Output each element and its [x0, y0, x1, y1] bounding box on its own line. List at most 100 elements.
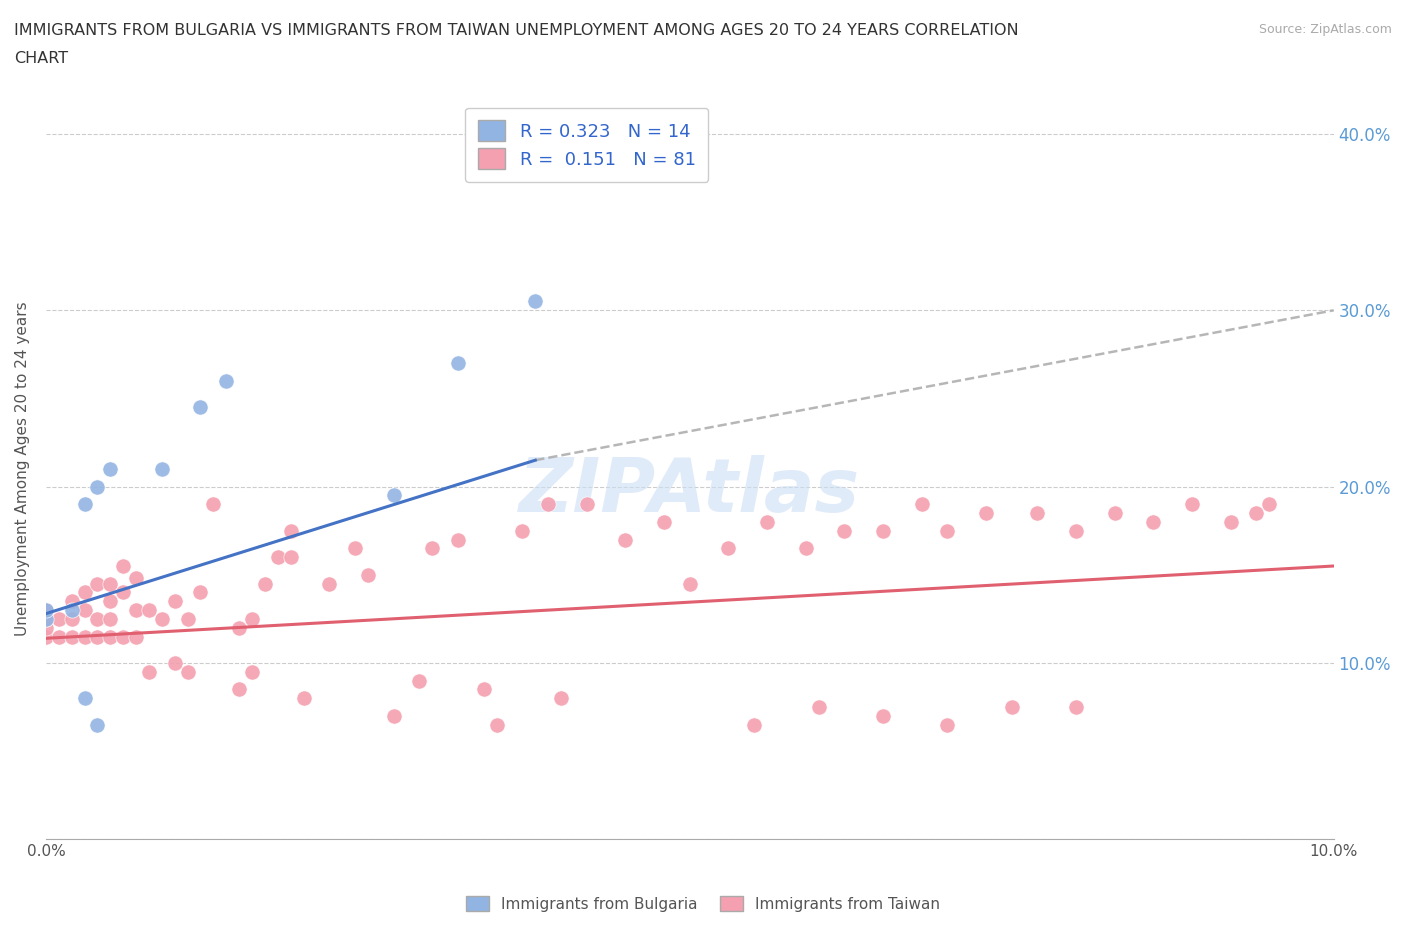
Point: [1026, 506, 1049, 521]
Point: [228, 682, 250, 697]
Point: [910, 497, 932, 512]
Point: [202, 497, 225, 512]
Point: [794, 541, 817, 556]
Point: [176, 664, 198, 679]
Point: [280, 550, 302, 565]
Point: [1258, 497, 1281, 512]
Point: [98, 611, 121, 626]
Point: [267, 550, 290, 565]
Point: [86, 611, 108, 626]
Point: [280, 524, 302, 538]
Point: [35, 620, 58, 635]
Point: [73, 497, 96, 512]
Point: [86, 629, 108, 644]
Point: [652, 514, 675, 529]
Point: [974, 506, 997, 521]
Point: [240, 611, 263, 626]
Point: [98, 594, 121, 609]
Point: [936, 524, 959, 538]
Legend: Immigrants from Bulgaria, Immigrants from Taiwan: Immigrants from Bulgaria, Immigrants fro…: [460, 889, 946, 918]
Point: [98, 461, 121, 476]
Point: [86, 577, 108, 591]
Point: [936, 717, 959, 732]
Point: [35, 629, 58, 644]
Point: [35, 611, 58, 626]
Point: [512, 524, 534, 538]
Text: Source: ZipAtlas.com: Source: ZipAtlas.com: [1258, 23, 1392, 36]
Point: [679, 577, 702, 591]
Point: [537, 497, 560, 512]
Point: [150, 461, 173, 476]
Point: [357, 567, 380, 582]
Point: [408, 673, 430, 688]
Point: [98, 629, 121, 644]
Point: [872, 524, 894, 538]
Point: [60, 629, 83, 644]
Point: [48, 629, 70, 644]
Point: [343, 541, 366, 556]
Point: [73, 585, 96, 600]
Point: [112, 559, 135, 574]
Point: [73, 629, 96, 644]
Point: [1104, 506, 1126, 521]
Point: [717, 541, 740, 556]
Point: [60, 594, 83, 609]
Point: [420, 541, 443, 556]
Point: [35, 603, 58, 618]
Point: [60, 603, 83, 618]
Point: [1001, 699, 1024, 714]
Point: [575, 497, 598, 512]
Point: [150, 611, 173, 626]
Point: [1246, 506, 1268, 521]
Point: [125, 603, 148, 618]
Point: [318, 577, 340, 591]
Point: [138, 603, 160, 618]
Point: [176, 611, 198, 626]
Point: [472, 682, 495, 697]
Point: [614, 532, 637, 547]
Point: [35, 611, 58, 626]
Point: [485, 717, 508, 732]
Point: [48, 611, 70, 626]
Point: [447, 356, 470, 371]
Point: [112, 629, 135, 644]
Point: [1064, 699, 1087, 714]
Point: [35, 603, 58, 618]
Point: [163, 656, 186, 671]
Point: [382, 488, 405, 503]
Point: [550, 691, 572, 706]
Point: [60, 611, 83, 626]
Point: [190, 585, 212, 600]
Point: [253, 577, 276, 591]
Point: [190, 400, 212, 415]
Legend: R = 0.323   N = 14, R =  0.151   N = 81: R = 0.323 N = 14, R = 0.151 N = 81: [465, 108, 709, 182]
Point: [112, 585, 135, 600]
Point: [228, 620, 250, 635]
Point: [1064, 524, 1087, 538]
Point: [125, 629, 148, 644]
Point: [524, 294, 547, 309]
Y-axis label: Unemployment Among Ages 20 to 24 years: Unemployment Among Ages 20 to 24 years: [15, 301, 30, 636]
Point: [86, 717, 108, 732]
Point: [1142, 514, 1164, 529]
Point: [240, 664, 263, 679]
Point: [807, 699, 830, 714]
Point: [73, 603, 96, 618]
Point: [872, 709, 894, 724]
Point: [756, 514, 779, 529]
Point: [382, 709, 405, 724]
Point: [98, 577, 121, 591]
Text: IMMIGRANTS FROM BULGARIA VS IMMIGRANTS FROM TAIWAN UNEMPLOYMENT AMONG AGES 20 TO: IMMIGRANTS FROM BULGARIA VS IMMIGRANTS F…: [14, 23, 1019, 38]
Point: [447, 532, 470, 547]
Point: [125, 571, 148, 586]
Point: [292, 691, 315, 706]
Point: [834, 524, 856, 538]
Point: [73, 691, 96, 706]
Point: [86, 479, 108, 494]
Point: [163, 594, 186, 609]
Point: [1219, 514, 1241, 529]
Text: ZIPAtlas: ZIPAtlas: [519, 455, 860, 527]
Text: CHART: CHART: [14, 51, 67, 66]
Point: [215, 374, 238, 389]
Point: [138, 664, 160, 679]
